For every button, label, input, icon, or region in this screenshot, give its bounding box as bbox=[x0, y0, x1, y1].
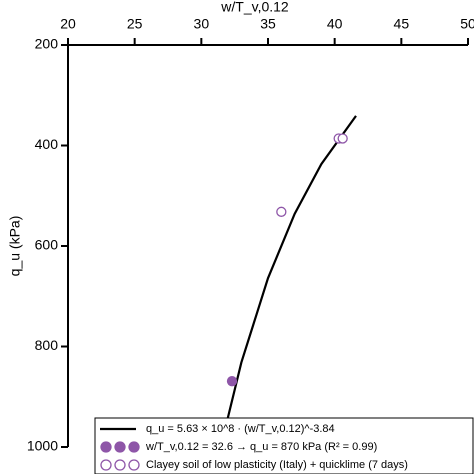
x-tick-label: 40 bbox=[327, 16, 343, 32]
x-axis-label: w/T_v,0.12 bbox=[220, 0, 289, 15]
fit-line bbox=[220, 115, 357, 445]
legend-label: w/T_v,0.12 = 32.6 → q_u = 870 kPa (R² = … bbox=[145, 441, 377, 453]
legend-swatch bbox=[100, 459, 112, 471]
y-tick-label: 200 bbox=[35, 36, 59, 52]
data-point bbox=[226, 376, 238, 387]
y-tick-label: 400 bbox=[35, 136, 59, 152]
y-tick-label: 800 bbox=[35, 337, 59, 353]
y-tick-label: 600 bbox=[35, 237, 59, 253]
legend-label: Clayey soil of low plasticity (Italy) + … bbox=[146, 459, 408, 471]
y-tick-label: 1000 bbox=[27, 438, 58, 454]
data-point bbox=[276, 206, 287, 217]
legend-box bbox=[94, 417, 474, 474]
x-tick-label: 50 bbox=[460, 16, 474, 32]
x-tick-label: 25 bbox=[127, 16, 143, 32]
data-point bbox=[337, 133, 348, 144]
x-tick-label: 35 bbox=[260, 16, 276, 32]
x-tick-label: 20 bbox=[60, 16, 76, 32]
x-tick-label: 45 bbox=[394, 16, 410, 32]
legend-swatch bbox=[128, 441, 140, 453]
legend-swatch bbox=[100, 441, 112, 453]
legend-swatch bbox=[128, 459, 140, 471]
legend: q_u = 5.63 × 10^8 · (w/T_v,0.12)^-3.84 w/… bbox=[94, 417, 474, 474]
x-tick-label: 30 bbox=[194, 16, 210, 32]
legend-label: q_u = 5.63 × 10^8 · (w/T_v,0.12)^-3.84 bbox=[146, 423, 335, 435]
legend-swatch bbox=[114, 441, 126, 453]
legend-swatch bbox=[114, 459, 126, 471]
y-axis-label: q_u (kPa) bbox=[7, 216, 23, 277]
